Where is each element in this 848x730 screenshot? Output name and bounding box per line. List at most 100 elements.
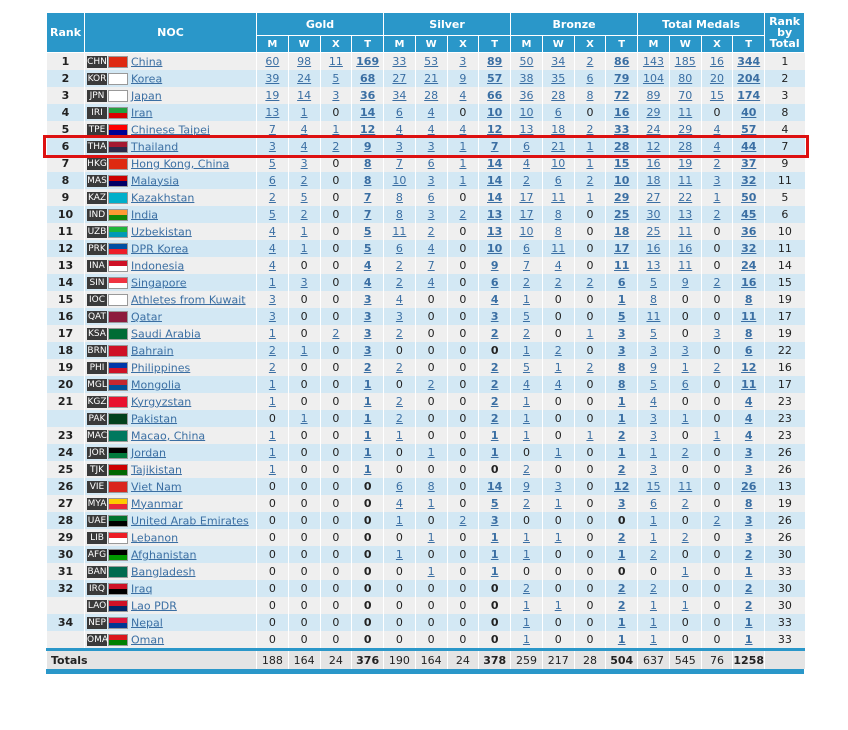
medal-link[interactable]: 26	[741, 480, 757, 493]
country-link[interactable]: China	[131, 55, 163, 69]
country-link[interactable]: Hong Kong, China	[131, 157, 230, 171]
medal-link[interactable]: 4	[427, 123, 435, 136]
medal-link[interactable]: 2	[300, 208, 308, 221]
medal-link[interactable]: 19	[265, 89, 280, 102]
medal-link[interactable]: 8	[363, 174, 372, 187]
medal-link[interactable]: 1	[649, 633, 657, 646]
medal-link[interactable]: 6	[617, 276, 626, 289]
medal-link[interactable]: 1	[713, 429, 721, 442]
medal-link[interactable]: 2	[617, 582, 626, 595]
medal-link[interactable]: 3	[649, 429, 657, 442]
medal-link[interactable]: 2	[490, 361, 499, 374]
medal-link[interactable]: 1	[617, 446, 626, 459]
country-link[interactable]: Chinese Taipei	[131, 123, 210, 137]
country-link[interactable]: Uzbekistan	[131, 225, 192, 239]
medal-link[interactable]: 344	[737, 55, 761, 68]
medal-link[interactable]: 1	[554, 497, 562, 510]
medal-link[interactable]: 4	[459, 123, 467, 136]
medal-link[interactable]: 2	[332, 140, 340, 153]
medal-link[interactable]: 3	[300, 157, 308, 170]
medal-link[interactable]: 6	[744, 344, 753, 357]
medal-link[interactable]: 27	[646, 191, 661, 204]
medal-link[interactable]: 4	[522, 378, 530, 391]
medal-link[interactable]: 2	[395, 361, 403, 374]
medal-link[interactable]: 30	[646, 208, 661, 221]
medal-link[interactable]: 1	[649, 616, 657, 629]
medal-link[interactable]: 1	[586, 327, 594, 340]
medal-link[interactable]: 1	[395, 514, 403, 527]
medal-link[interactable]: 4	[427, 276, 435, 289]
medal-link[interactable]: 89	[487, 55, 503, 68]
medal-link[interactable]: 1	[490, 531, 499, 544]
country-link[interactable]: Oman	[131, 633, 165, 647]
medal-link[interactable]: 5	[522, 310, 530, 323]
medal-link[interactable]: 2	[744, 548, 753, 561]
medal-link[interactable]: 6	[554, 106, 562, 119]
medal-link[interactable]: 3	[490, 514, 499, 527]
medal-link[interactable]: 15	[709, 89, 724, 102]
medal-link[interactable]: 1	[363, 395, 372, 408]
medal-link[interactable]: 8	[744, 327, 753, 340]
medal-link[interactable]: 10	[519, 106, 534, 119]
medal-link[interactable]: 4	[363, 259, 372, 272]
country-link[interactable]: Indonesia	[131, 259, 185, 273]
medal-link[interactable]: 3	[363, 344, 372, 357]
medal-link[interactable]: 29	[646, 106, 661, 119]
medal-link[interactable]: 13	[487, 208, 503, 221]
medal-link[interactable]: 1	[363, 378, 372, 391]
medal-link[interactable]: 7	[363, 191, 372, 204]
medal-link[interactable]: 2	[649, 548, 657, 561]
medal-link[interactable]: 11	[678, 259, 693, 272]
medal-link[interactable]: 2	[268, 361, 276, 374]
country-link[interactable]: Saudi Arabia	[131, 327, 201, 341]
medal-link[interactable]: 79	[614, 72, 630, 85]
country-link[interactable]: Philippines	[131, 361, 191, 375]
medal-link[interactable]: 28	[614, 140, 630, 153]
medal-link[interactable]: 1	[649, 514, 657, 527]
medal-link[interactable]: 6	[395, 242, 403, 255]
medal-link[interactable]: 8	[395, 191, 403, 204]
medal-link[interactable]: 4	[649, 395, 657, 408]
medal-link[interactable]: 2	[617, 599, 626, 612]
medal-link[interactable]: 1	[268, 378, 276, 391]
medal-link[interactable]: 1	[459, 140, 467, 153]
medal-link[interactable]: 3	[617, 327, 626, 340]
medal-link[interactable]: 15	[614, 157, 630, 170]
medal-link[interactable]: 3	[681, 344, 689, 357]
medal-link[interactable]: 185	[674, 55, 696, 68]
medal-link[interactable]: 89	[646, 89, 661, 102]
medal-link[interactable]: 11	[646, 310, 661, 323]
medal-link[interactable]: 1	[681, 565, 689, 578]
medal-link[interactable]: 17	[519, 208, 534, 221]
medal-link[interactable]: 34	[392, 89, 407, 102]
medal-link[interactable]: 11	[678, 480, 693, 493]
medal-link[interactable]: 5	[649, 276, 657, 289]
medal-link[interactable]: 8	[554, 208, 562, 221]
medal-link[interactable]: 28	[678, 140, 693, 153]
medal-link[interactable]: 38	[519, 72, 534, 85]
medal-link[interactable]: 9	[459, 72, 467, 85]
medal-link[interactable]: 4	[300, 140, 308, 153]
country-link[interactable]: Thailand	[131, 140, 179, 154]
medal-link[interactable]: 53	[424, 55, 439, 68]
medal-link[interactable]: 2	[586, 276, 594, 289]
medal-link[interactable]: 2	[586, 174, 594, 187]
medal-link[interactable]: 21	[424, 72, 439, 85]
medal-link[interactable]: 3	[427, 208, 435, 221]
medal-link[interactable]: 11	[678, 106, 693, 119]
medal-link[interactable]: 16	[646, 157, 661, 170]
medal-link[interactable]: 3	[744, 514, 753, 527]
medal-link[interactable]: 1	[363, 446, 372, 459]
medal-link[interactable]: 60	[265, 55, 280, 68]
medal-link[interactable]: 3	[649, 344, 657, 357]
medal-link[interactable]: 2	[713, 361, 721, 374]
medal-link[interactable]: 34	[551, 55, 566, 68]
country-link[interactable]: Japan	[131, 89, 162, 103]
medal-link[interactable]: 6	[681, 378, 689, 391]
medal-link[interactable]: 2	[395, 276, 403, 289]
medal-link[interactable]: 1	[300, 106, 308, 119]
medal-link[interactable]: 1	[617, 412, 626, 425]
medal-link[interactable]: 8	[363, 157, 372, 170]
medal-link[interactable]: 2	[713, 514, 721, 527]
medal-link[interactable]: 1	[586, 191, 594, 204]
